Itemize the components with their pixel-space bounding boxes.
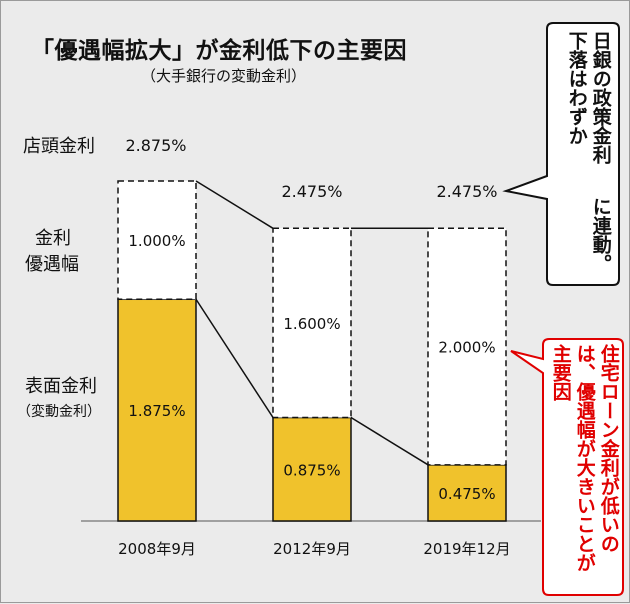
connector-surface-1 bbox=[195, 298, 274, 418]
callout-right-bubble bbox=[510, 338, 624, 596]
x-tick-label-3: 2019年12月 bbox=[423, 540, 510, 558]
x-tick-label-1: 2008年9月 bbox=[118, 540, 196, 558]
bar-discount-2 bbox=[272, 227, 352, 419]
row-label-discount-2: 優遇幅 bbox=[25, 254, 79, 275]
x-tick-label-2: 2012年9月 bbox=[273, 540, 351, 558]
bar-discount-3 bbox=[427, 227, 507, 466]
label-total-1: 2.875% bbox=[125, 136, 186, 155]
label-total-3: 2.475% bbox=[436, 182, 497, 201]
connector-total-1 bbox=[195, 180, 274, 229]
label-total-2: 2.475% bbox=[281, 182, 342, 201]
row-label-discount-1: 金利 bbox=[35, 228, 71, 249]
bar-surface-1 bbox=[117, 298, 197, 522]
callout-right-line1: 住宅ローン金利が低いの bbox=[597, 344, 620, 553]
label-discount-2: 1.600% bbox=[283, 315, 340, 333]
label-discount-1: 1.000% bbox=[128, 232, 185, 250]
row-label-storefront: 店頭金利 bbox=[23, 136, 95, 157]
callout-right-line2: は、優遇幅が大きいことが bbox=[573, 344, 596, 572]
row-label-surface-1: 表面金利 bbox=[25, 376, 97, 397]
label-surface-2: 0.875% bbox=[283, 461, 340, 479]
label-surface-1: 1.875% bbox=[128, 402, 185, 420]
bar-surface-2 bbox=[272, 416, 352, 522]
bar-discount-1 bbox=[117, 180, 197, 301]
chart-subtitle: （大手銀行の変動金利） bbox=[141, 67, 307, 85]
chart-title: 「優遇幅拡大」が金利低下の主要因 bbox=[31, 38, 407, 64]
callout-top-bubble bbox=[502, 22, 620, 286]
callout-top-line1: 日銀の政策金利 bbox=[589, 31, 612, 164]
row-label-surface-2: （変動金利） bbox=[17, 404, 101, 420]
callout-top-line3: に連動。 bbox=[589, 197, 612, 273]
label-surface-3: 0.475% bbox=[438, 485, 495, 503]
connector-surface-2 bbox=[350, 416, 429, 466]
callout-top-line2: 下落はわずか bbox=[565, 31, 588, 145]
callout-right-line3: 主要因 bbox=[549, 344, 572, 401]
label-discount-3: 2.000% bbox=[438, 339, 495, 357]
